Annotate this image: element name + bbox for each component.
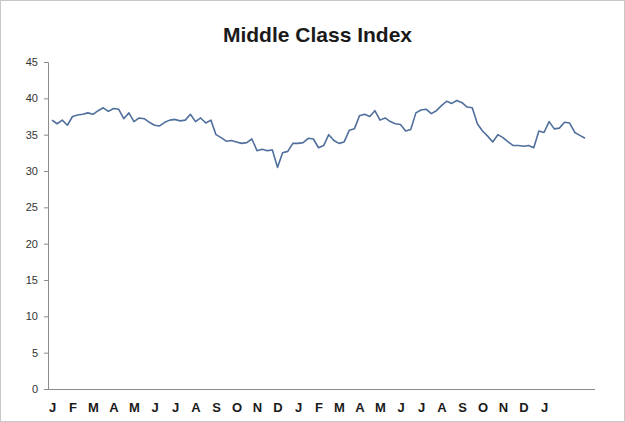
y-tick-mark xyxy=(44,62,48,63)
y-tick: 15 xyxy=(26,274,48,286)
x-tick-label: N xyxy=(253,400,262,415)
x-tick: D xyxy=(273,400,282,415)
x-tick: J xyxy=(541,400,548,415)
x-tick-label: J xyxy=(541,400,548,415)
y-tick-label: 35 xyxy=(26,129,38,141)
x-tick: J xyxy=(172,400,179,415)
x-tick: A xyxy=(437,400,447,415)
x-tick-label: A xyxy=(355,400,365,415)
x-tick: A xyxy=(109,400,119,415)
y-tick-label: 20 xyxy=(26,238,38,250)
x-tick: N xyxy=(499,400,508,415)
y-tick-mark xyxy=(44,316,48,317)
y-tick-label: 0 xyxy=(32,383,38,395)
series-line xyxy=(52,101,585,168)
y-tick: 10 xyxy=(26,310,48,322)
x-axis-line xyxy=(48,389,595,390)
x-tick-label: F xyxy=(69,400,77,415)
x-tick: A xyxy=(355,400,365,415)
y-tick: 5 xyxy=(32,347,48,359)
x-tick-label: O xyxy=(232,400,242,415)
x-tick-label: M xyxy=(88,400,99,415)
x-tick-label: D xyxy=(273,400,282,415)
y-tick-label: 5 xyxy=(32,347,38,359)
y-tick: 35 xyxy=(26,129,48,141)
x-tick-label: M xyxy=(334,400,345,415)
x-tick: M xyxy=(375,400,386,415)
x-tick: O xyxy=(232,400,242,415)
x-tick: M xyxy=(129,400,140,415)
x-tick-label: J xyxy=(295,400,302,415)
y-axis: 0 5 10 15 20 25 30 35 40 45 xyxy=(26,56,49,395)
x-tick: O xyxy=(478,400,488,415)
x-tick: J xyxy=(295,400,302,415)
x-tick-label: J xyxy=(172,400,179,415)
x-tick: J xyxy=(151,400,158,415)
x-tick: S xyxy=(212,400,221,415)
x-tick-label: O xyxy=(478,400,488,415)
title: Middle Class Index xyxy=(223,23,412,46)
x-tick-label: A xyxy=(191,400,201,415)
x-tick: J xyxy=(397,400,404,415)
y-tick: 30 xyxy=(26,165,48,177)
x-tick-label: J xyxy=(49,400,56,415)
x-tick-label: F xyxy=(315,400,323,415)
y-tick: 20 xyxy=(26,238,48,250)
x-tick: M xyxy=(88,400,99,415)
x-tick: M xyxy=(334,400,345,415)
y-tick-label: 45 xyxy=(26,56,38,68)
x-tick-label: S xyxy=(212,400,221,415)
y-tick-mark xyxy=(44,244,48,245)
x-tick-label: M xyxy=(375,400,386,415)
x-tick: F xyxy=(69,400,77,415)
y-tick: 45 xyxy=(26,56,48,68)
y-tick-mark xyxy=(44,135,48,136)
chart-border xyxy=(1,1,625,422)
x-tick-label: M xyxy=(129,400,140,415)
x-axis: JFMAMJJASONDJFMAMJJASONDJ xyxy=(48,390,595,416)
y-tick: 40 xyxy=(26,92,48,104)
x-tick-label: A xyxy=(437,400,447,415)
y-tick-mark xyxy=(44,171,48,172)
y-tick-mark xyxy=(44,389,48,390)
plot-area xyxy=(52,101,585,168)
y-tick: 0 xyxy=(32,383,48,395)
chart: Middle Class Index051015202530354045JFMA… xyxy=(0,0,625,422)
y-tick-mark xyxy=(44,353,48,354)
x-tick-label: N xyxy=(499,400,508,415)
x-tick: D xyxy=(519,400,528,415)
x-tick-label: J xyxy=(397,400,404,415)
x-tick-label: A xyxy=(109,400,119,415)
x-tick-label: D xyxy=(519,400,528,415)
x-tick-label: J xyxy=(151,400,158,415)
y-axis-line xyxy=(44,63,49,390)
x-tick-label: J xyxy=(418,400,425,415)
x-tick: N xyxy=(253,400,262,415)
y-tick: 25 xyxy=(26,201,48,213)
y-tick-label: 30 xyxy=(26,165,38,177)
y-tick-mark xyxy=(44,280,48,281)
x-tick: J xyxy=(49,400,56,415)
y-tick-label: 10 xyxy=(26,310,38,322)
y-tick-label: 15 xyxy=(26,274,38,286)
y-tick-label: 40 xyxy=(26,92,38,104)
y-tick-label: 25 xyxy=(26,201,38,213)
x-tick: F xyxy=(315,400,323,415)
x-tick-label: S xyxy=(458,400,467,415)
x-tick: J xyxy=(418,400,425,415)
x-tick: S xyxy=(458,400,467,415)
y-tick-mark xyxy=(44,207,48,208)
x-tick: A xyxy=(191,400,201,415)
y-tick-mark xyxy=(44,98,48,99)
